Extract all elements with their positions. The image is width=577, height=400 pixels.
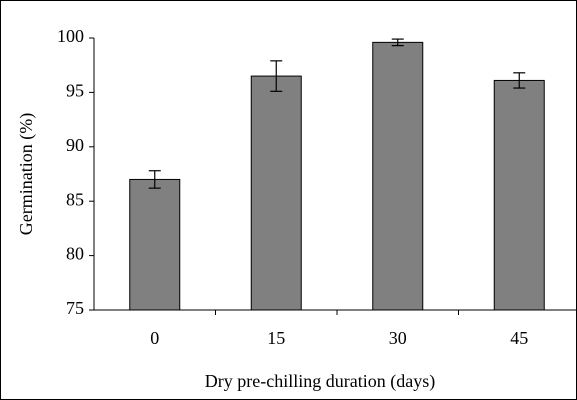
error-bar: [513, 72, 526, 89]
y-tick-label: 90: [66, 135, 84, 155]
bar: [372, 41, 424, 311]
y-tick-label: 75: [66, 298, 84, 318]
x-tick-label: 0: [150, 328, 159, 348]
bar: [493, 79, 545, 311]
y-tick-label: 95: [66, 81, 84, 101]
bar: [129, 178, 181, 311]
error-bar: [391, 38, 404, 47]
x-tick-label: 45: [510, 328, 528, 348]
error-bar: [148, 170, 161, 189]
y-axis-label: Germination (%): [16, 113, 37, 235]
y-tick-label: 100: [57, 26, 84, 46]
x-tick-label: 30: [389, 328, 407, 348]
y-tick-label: 85: [66, 189, 84, 209]
y-tick-label: 80: [66, 244, 84, 264]
x-tick-label: 15: [267, 328, 285, 348]
bar: [250, 75, 302, 311]
x-axis-label: Dry pre-chilling duration (days): [205, 371, 435, 392]
error-bar: [270, 60, 283, 92]
